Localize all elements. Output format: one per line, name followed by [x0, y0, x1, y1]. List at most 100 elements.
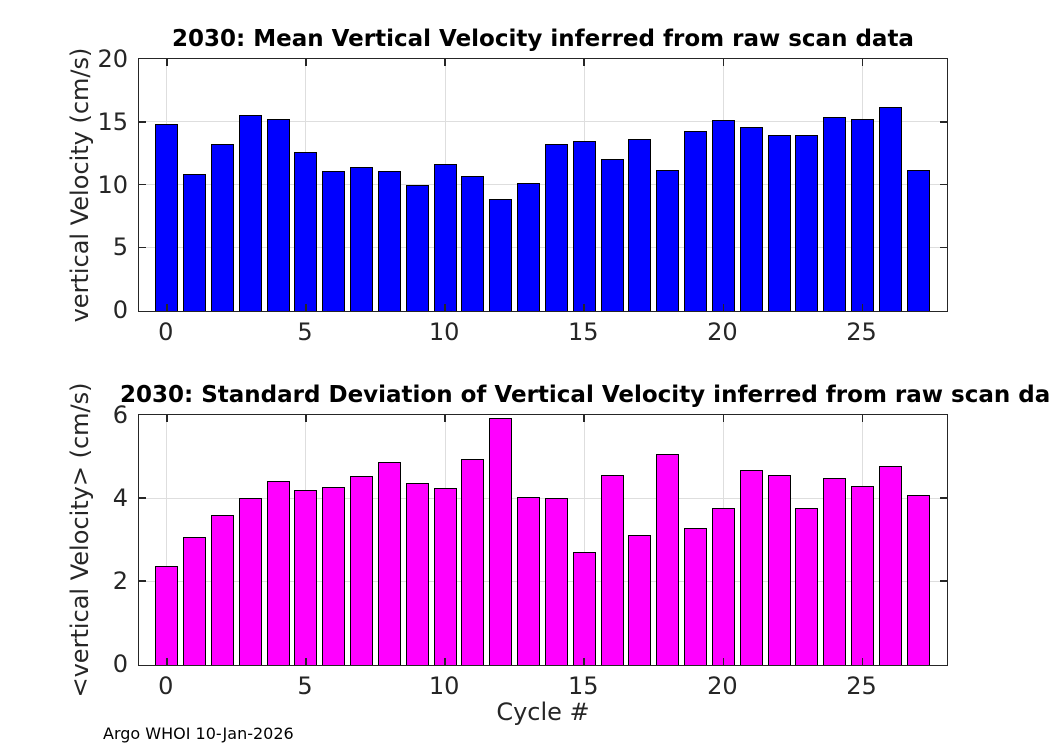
bar: [739, 127, 763, 311]
bar: [322, 170, 346, 311]
x-tick-label: 10: [428, 672, 460, 700]
bar: [572, 551, 596, 665]
x-tick-mark: [305, 415, 307, 422]
bar: [350, 476, 374, 665]
bar: [266, 119, 290, 311]
bar: [767, 474, 791, 665]
x-gridline: [583, 415, 585, 665]
bar: [600, 159, 624, 311]
x-tick-mark: [444, 59, 446, 66]
bar: [294, 489, 318, 665]
bar: [433, 487, 457, 665]
bar: [906, 170, 930, 311]
x-tick-mark: [722, 59, 725, 66]
bar: [600, 475, 624, 665]
bar: [350, 166, 374, 311]
x-tick-mark: [722, 304, 725, 311]
x-tick-mark: [444, 658, 446, 665]
y-tick-mark: [940, 121, 947, 123]
chart-title-std: 2030: Standard Deviation of Vertical Vel…: [120, 382, 1050, 408]
y-tick-mark: [940, 183, 947, 186]
x-tick-label: 0: [158, 318, 174, 346]
y-tick-label: 20: [97, 45, 128, 73]
bar: [517, 182, 541, 311]
x-tick-label: 15: [567, 672, 599, 700]
x-tick-mark: [305, 59, 307, 66]
bar: [711, 508, 735, 665]
y-axis-label-std: <vertical Velocity> (cm/s): [66, 382, 94, 698]
x-tick-mark: [583, 59, 585, 66]
y-tick-mark: [139, 497, 146, 499]
bar: [405, 184, 429, 311]
x-tick-mark: [166, 415, 168, 422]
x-axis-label: Cycle #: [496, 698, 590, 726]
bar: [628, 139, 652, 311]
bar: [823, 116, 847, 311]
y-gridline: [139, 184, 947, 185]
x-tick-label: 5: [297, 318, 313, 346]
bar: [183, 537, 207, 665]
bar: [878, 106, 902, 311]
y-tick-mark: [139, 246, 146, 248]
x-tick-mark: [722, 658, 725, 665]
bar: [739, 470, 763, 665]
bar: [377, 462, 401, 665]
bar: [628, 534, 652, 665]
x-tick-mark: [583, 304, 585, 311]
x-tick-label: 25: [846, 318, 877, 346]
y-tick-label: 6: [112, 401, 128, 429]
bar: [878, 465, 902, 665]
plot-area-std: [138, 414, 948, 666]
bar: [489, 418, 513, 665]
x-tick-mark: [166, 658, 168, 665]
bar: [851, 485, 875, 665]
x-tick-mark: [305, 658, 307, 665]
x-tick-mark: [583, 415, 585, 422]
bar: [294, 151, 318, 311]
footer-annotation: Argo WHOI 10-Jan-2026: [103, 724, 294, 743]
y-gridline: [139, 121, 947, 123]
y-tick-mark: [940, 246, 947, 248]
x-tick-mark: [444, 304, 446, 311]
x-tick-mark: [722, 415, 725, 422]
x-tick-mark: [861, 415, 864, 422]
bar: [851, 118, 875, 311]
x-tick-mark: [305, 304, 307, 311]
y-tick-mark: [139, 580, 146, 582]
bar: [767, 134, 791, 311]
y-tick-label: 10: [97, 170, 128, 199]
x-tick-label: 0: [158, 672, 174, 700]
y-tick-mark: [940, 497, 947, 499]
bar: [155, 566, 179, 665]
bar: [155, 123, 179, 311]
bar: [377, 170, 401, 311]
x-tick-label: 5: [297, 672, 313, 700]
y-gridline: [139, 246, 947, 248]
bar: [684, 130, 708, 311]
x-tick-label: 15: [567, 318, 599, 346]
bar: [322, 486, 346, 665]
bar: [823, 478, 847, 665]
bar: [544, 144, 568, 311]
y-tick-label: 2: [112, 567, 128, 595]
y-tick-label: 0: [112, 296, 128, 324]
bar: [906, 494, 930, 665]
bar: [210, 514, 234, 665]
bar: [684, 528, 708, 665]
bar: [266, 480, 290, 665]
bar: [544, 498, 568, 665]
x-tick-mark: [166, 304, 168, 311]
y-gridline: [139, 580, 947, 582]
bar: [405, 482, 429, 665]
plot-area-mean: [138, 58, 948, 312]
bar: [183, 173, 207, 311]
bar: [711, 120, 735, 311]
bar: [795, 508, 819, 665]
bar: [656, 170, 680, 311]
y-gridline: [139, 497, 947, 499]
x-tick-mark: [166, 59, 168, 66]
bar: [795, 134, 819, 311]
bar: [656, 454, 680, 665]
